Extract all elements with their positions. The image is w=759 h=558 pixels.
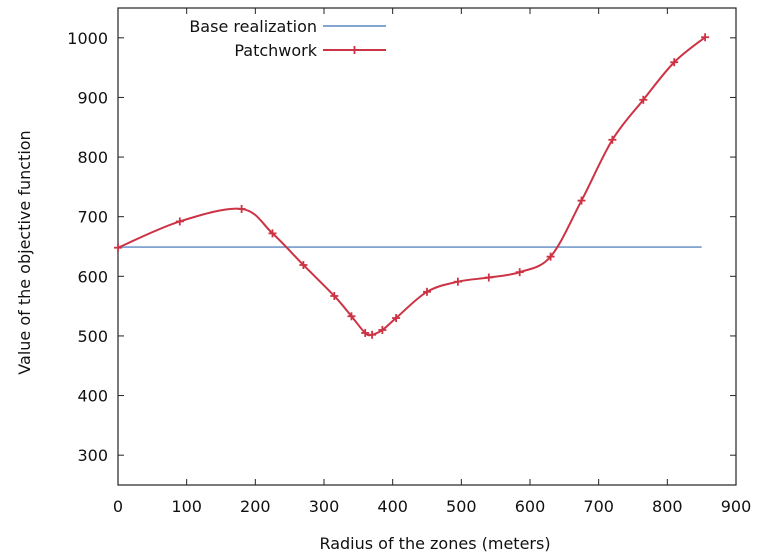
data-point-patchwork	[299, 260, 308, 269]
x-tick-label: 600	[515, 497, 546, 516]
x-tick-label: 700	[583, 497, 614, 516]
x-tick-label: 300	[309, 497, 340, 516]
y-axis-title: Value of the objective function	[15, 130, 34, 374]
data-point-patchwork	[330, 291, 339, 300]
y-tick-label: 900	[77, 88, 108, 107]
data-point-patchwork	[378, 325, 387, 334]
data-point-patchwork	[608, 135, 617, 144]
data-point-patchwork	[515, 268, 524, 277]
data-point-patchwork	[392, 314, 401, 323]
data-point-patchwork	[361, 328, 370, 337]
x-tick-label: 400	[377, 497, 408, 516]
data-point-patchwork	[670, 58, 679, 67]
data-point-patchwork	[639, 95, 648, 104]
x-axis: 0 100 200 300 400 500 600 700 800 900	[113, 8, 751, 516]
x-tick-label: 200	[240, 497, 271, 516]
x-tick-label: 500	[446, 497, 477, 516]
legend-label-patchwork: Patchwork	[234, 41, 317, 60]
x-tick-label: 100	[171, 497, 202, 516]
data-point-patchwork	[347, 312, 356, 321]
data-point-patchwork	[368, 330, 377, 339]
data-point-patchwork	[453, 277, 462, 286]
data-point-patchwork	[114, 243, 122, 252]
data-point-patchwork	[175, 217, 184, 226]
x-tick-label: 900	[721, 497, 752, 516]
x-axis-title: Radius of the zones (meters)	[319, 534, 550, 553]
y-tick-label: 600	[77, 267, 108, 286]
y-tick-label: 300	[77, 446, 108, 465]
y-tick-label: 500	[77, 327, 108, 346]
data-point-patchwork	[701, 33, 710, 42]
y-tick-label: 700	[77, 208, 108, 227]
y-tick-label: 800	[77, 148, 108, 167]
x-tick-label: 800	[652, 497, 683, 516]
data-point-patchwork	[237, 204, 246, 213]
legend-label-base-realization: Base realization	[189, 17, 317, 36]
data-point-patchwork	[268, 229, 277, 238]
y-tick-label: 400	[77, 387, 108, 406]
series-layer	[114, 33, 710, 339]
y-tick-label: 1000	[67, 29, 108, 48]
legend: Base realization Patchwork	[189, 17, 386, 60]
data-point-patchwork	[577, 196, 586, 205]
data-point-patchwork	[423, 287, 431, 296]
data-point-patchwork	[546, 252, 555, 261]
y-axis: 300 400 500 600 700 800 900 1000	[67, 29, 736, 465]
data-point-patchwork	[484, 273, 493, 282]
x-tick-label: 0	[113, 497, 123, 516]
